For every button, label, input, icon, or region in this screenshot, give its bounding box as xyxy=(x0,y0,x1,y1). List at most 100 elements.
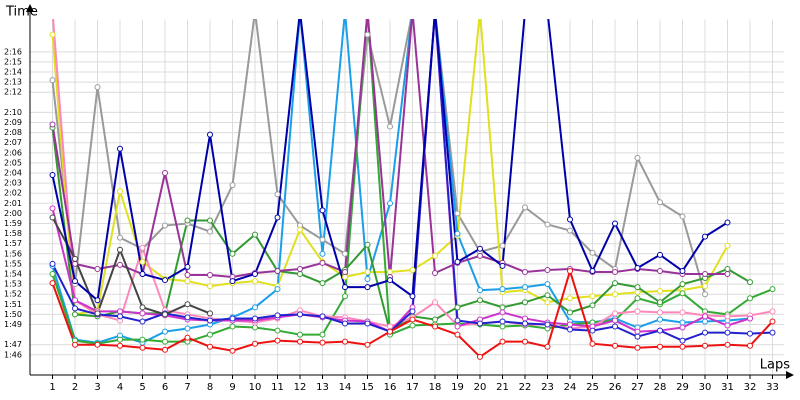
x-axis-label: Laps xyxy=(760,358,790,373)
data-point xyxy=(387,200,393,207)
x-tick-label: 26 xyxy=(609,382,622,393)
data-point xyxy=(769,308,776,315)
data-point xyxy=(612,342,618,349)
data-point xyxy=(432,269,438,276)
data-point xyxy=(387,268,393,275)
data-point xyxy=(499,304,506,311)
data-point xyxy=(184,334,191,341)
data-point xyxy=(49,260,56,267)
x-tick-label: 1 xyxy=(49,382,55,393)
data-point xyxy=(432,252,438,259)
y-tick-label: 2:16 xyxy=(4,47,22,56)
data-point xyxy=(297,226,303,233)
data-point xyxy=(274,286,281,293)
data-point xyxy=(454,323,461,330)
data-point xyxy=(342,320,348,327)
data-point xyxy=(432,316,438,323)
data-point xyxy=(499,286,506,293)
data-point xyxy=(342,274,348,281)
data-point xyxy=(724,219,731,226)
data-point xyxy=(589,293,596,300)
y-tick-label: 2:07 xyxy=(4,138,22,147)
data-point xyxy=(72,255,78,262)
data-point xyxy=(274,267,281,274)
data-point xyxy=(589,249,596,256)
data-point xyxy=(207,317,213,324)
y-tick-label: 1:58 xyxy=(4,229,22,238)
data-point xyxy=(724,313,731,320)
x-tick-label: 29 xyxy=(676,382,689,393)
data-point xyxy=(589,267,596,274)
data-point xyxy=(724,265,731,272)
y-tick-label: 1:51 xyxy=(4,300,22,309)
data-point xyxy=(477,320,483,327)
data-point xyxy=(477,287,483,294)
data-point xyxy=(747,315,753,322)
data-point xyxy=(117,313,123,320)
data-point xyxy=(139,244,146,251)
data-point xyxy=(229,182,236,189)
x-tick-label: 28 xyxy=(654,382,667,393)
y-tick-label: 1:56 xyxy=(4,249,22,258)
data-point xyxy=(342,250,348,257)
data-point xyxy=(544,343,551,350)
y-tick-label: 2:12 xyxy=(4,88,22,97)
data-point xyxy=(657,327,663,334)
data-point xyxy=(679,290,686,297)
y-tick-label: 2:14 xyxy=(4,68,22,77)
x-tick-label: 3 xyxy=(94,382,100,393)
x-tick-label: 25 xyxy=(586,382,599,393)
data-point xyxy=(567,326,573,333)
data-point xyxy=(319,259,326,266)
data-point xyxy=(297,265,303,272)
data-point xyxy=(117,308,123,315)
data-point xyxy=(162,222,168,229)
data-point xyxy=(724,271,731,278)
data-point xyxy=(544,281,551,288)
data-point xyxy=(454,331,461,338)
data-point xyxy=(364,276,371,283)
x-tick-label: 18 xyxy=(429,382,442,393)
data-point xyxy=(117,336,123,343)
x-tick-label: 7 xyxy=(184,382,190,393)
y-tick-label: 2:02 xyxy=(4,189,22,198)
data-point xyxy=(72,278,78,285)
y-tick-label: 1:55 xyxy=(4,259,22,268)
data-point xyxy=(207,310,213,317)
data-point xyxy=(364,31,371,38)
data-point xyxy=(319,331,326,338)
data-point xyxy=(139,258,146,265)
data-point xyxy=(72,341,78,348)
data-point xyxy=(94,84,101,91)
series-line xyxy=(51,127,751,334)
y-tick-label: 2:09 xyxy=(4,118,22,127)
data-point xyxy=(544,221,551,228)
data-point xyxy=(612,268,618,275)
series-line xyxy=(51,19,706,295)
y-tick-label: 2:15 xyxy=(4,57,22,66)
data-point xyxy=(499,242,506,249)
data-point xyxy=(342,293,348,300)
data-point xyxy=(207,131,213,138)
data-point xyxy=(184,217,191,224)
data-point xyxy=(72,305,78,312)
data-point xyxy=(49,214,56,221)
data-point xyxy=(117,145,123,152)
data-point xyxy=(657,251,663,258)
data-point xyxy=(769,286,776,293)
data-point xyxy=(72,297,78,304)
data-point xyxy=(612,220,618,227)
data-point xyxy=(634,344,641,351)
data-point xyxy=(657,199,663,206)
data-point xyxy=(747,342,753,349)
data-point xyxy=(454,304,461,311)
data-point xyxy=(657,267,663,274)
x-tick-label: 17 xyxy=(406,382,419,393)
x-tick-label: 13 xyxy=(316,382,329,393)
data-point xyxy=(454,230,461,237)
data-point xyxy=(657,288,663,295)
data-point xyxy=(94,297,101,304)
data-point xyxy=(724,341,731,348)
data-point xyxy=(117,261,123,268)
